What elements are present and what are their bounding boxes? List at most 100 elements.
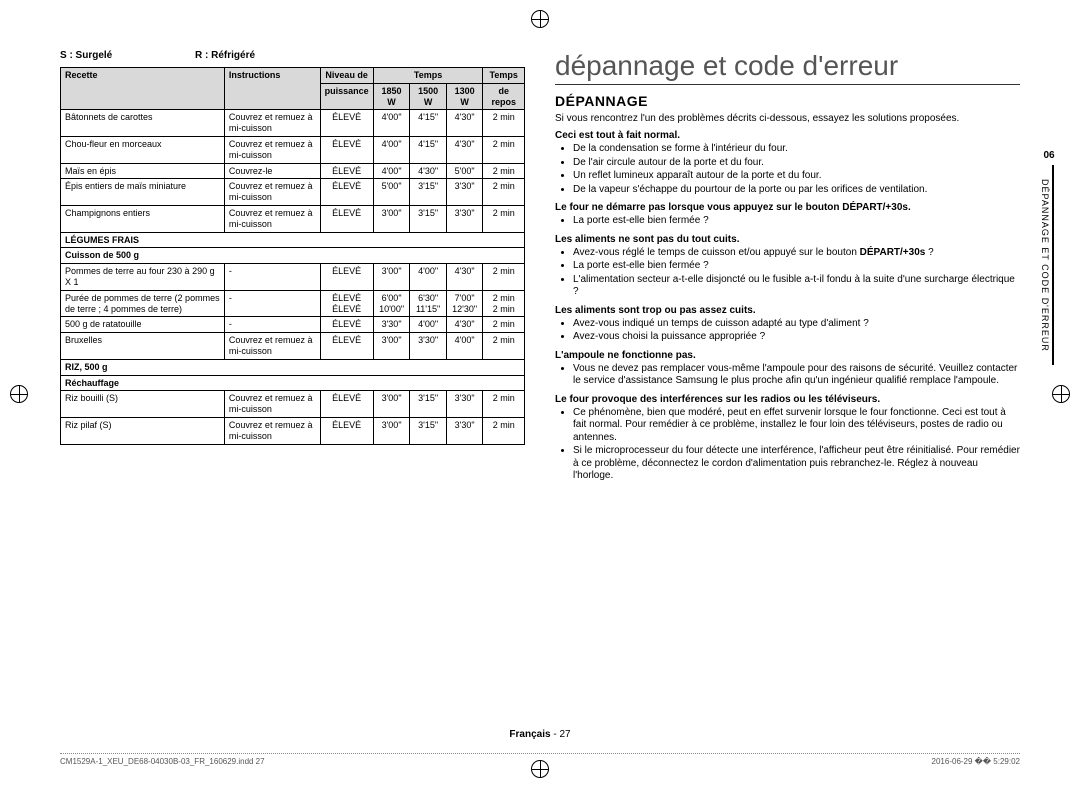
cell: ÉLEVÉ <box>320 163 373 179</box>
cell: 5'00" <box>446 163 483 179</box>
table-row: 500 g de ratatouille-ÉLEVÉ3'30"4'00"4'30… <box>61 317 525 333</box>
cell: 3'30" <box>446 391 483 418</box>
bullet-item: Si le microprocesseur du four détecte un… <box>573 445 1020 483</box>
topic-heading: Les aliments ne sont pas du tout cuits. <box>555 234 1020 245</box>
cell: 2 min <box>483 264 525 291</box>
cell: Couvrez et remuez à mi-cuisson <box>224 333 320 360</box>
table-row: Riz bouilli (S)Couvrez et remuez à mi-cu… <box>61 391 525 418</box>
cell: Couvrez et remuez à mi-cuisson <box>224 417 320 444</box>
bullet-list: Vous ne devez pas remplacer vous-même l'… <box>555 363 1020 388</box>
bullet-list: De la condensation se forme à l'intérieu… <box>555 143 1020 196</box>
side-tab: 06 DÉPANNAGE ET CODE D'ERREUR <box>1040 150 1058 365</box>
bullet-item: L'alimentation secteur a-t-elle disjonct… <box>573 274 1020 299</box>
cell: 2 min <box>483 417 525 444</box>
cell: 4'00" <box>446 333 483 360</box>
legend: S : Surgelé R : Réfrigéré <box>60 50 525 61</box>
table-row: Riz pilaf (S)Couvrez et remuez à mi-cuis… <box>61 417 525 444</box>
cell: 3'30" <box>446 417 483 444</box>
cell: 4'30" <box>446 317 483 333</box>
cell: 3'15" <box>410 417 446 444</box>
table-row: Épis entiers de maïs miniatureCouvrez et… <box>61 179 525 206</box>
section-heading: DÉPANNAGE <box>555 93 1020 109</box>
bullet-list: Avez-vous réglé le temps de cuisson et/o… <box>555 247 1020 299</box>
cell: Couvrez et remuez à mi-cuisson <box>224 110 320 137</box>
topic-heading: Le four ne démarre pas lorsque vous appu… <box>555 202 1020 213</box>
cell: 2 min <box>483 391 525 418</box>
cell: Maïs en épis <box>61 163 225 179</box>
print-meta: CM1529A-1_XEU_DE68-04030B-03_FR_160629.i… <box>60 753 1020 766</box>
col-1500w: 1500 W <box>410 83 446 110</box>
bullet-item: La porte est-elle bien fermée ? <box>573 260 1020 273</box>
cell: Couvrez et remuez à mi-cuisson <box>224 179 320 206</box>
cell: 2 min <box>483 179 525 206</box>
page: 06 DÉPANNAGE ET CODE D'ERREUR S : Surgel… <box>0 0 1080 788</box>
cell: 2 min <box>483 163 525 179</box>
bullet-item: Un reflet lumineux apparaît autour de la… <box>573 170 1020 183</box>
cell: 4'00" <box>373 110 410 137</box>
section-number: 06 <box>1040 150 1058 161</box>
left-column: S : Surgelé R : Réfrigéré Recette Instru… <box>60 50 525 690</box>
bullet-list: La porte est-elle bien fermée ? <box>555 215 1020 228</box>
cell: ÉLEVÉ <box>320 317 373 333</box>
cell: 3'15" <box>410 179 446 206</box>
bullet-item: Ce phénomène, bien que modéré, peut en e… <box>573 407 1020 445</box>
col-recette: Recette <box>61 68 225 110</box>
cell: 4'30" <box>446 110 483 137</box>
col-niveau-top: Niveau de <box>320 68 373 84</box>
cell: 3'00" <box>373 264 410 291</box>
footer-lang: Français <box>509 729 550 740</box>
cell: 2 min <box>483 317 525 333</box>
cell: ÉLEVÉÉLEVÉ <box>320 290 373 317</box>
bullet-item: La porte est-elle bien fermée ? <box>573 215 1020 228</box>
page-footer: Français - 27 <box>0 729 1080 740</box>
cell: - <box>224 317 320 333</box>
cell: ÉLEVÉ <box>320 333 373 360</box>
cell: - <box>224 264 320 291</box>
cell: ÉLEVÉ <box>320 205 373 232</box>
cell: 2 min <box>483 333 525 360</box>
col-instructions: Instructions <box>224 68 320 110</box>
table-row: Pommes de terre au four 230 à 290 g X 1-… <box>61 264 525 291</box>
cell: Couvrez et remuez à mi-cuisson <box>224 205 320 232</box>
cell: Riz bouilli (S) <box>61 391 225 418</box>
cell: 3'30" <box>446 205 483 232</box>
cell: 2 min <box>483 205 525 232</box>
registration-mark-icon <box>531 10 549 28</box>
right-column: dépannage et code d'erreur DÉPANNAGE Si … <box>555 50 1020 690</box>
cooking-table: Recette Instructions Niveau de Temps Tem… <box>60 67 525 445</box>
cell: Riz pilaf (S) <box>61 417 225 444</box>
table-row: Purée de pommes de terre (2 pommes de te… <box>61 290 525 317</box>
print-time: 2016-06-29 �� 5:29:02 <box>932 757 1020 766</box>
cell: 2 min <box>483 136 525 163</box>
table-row: BruxellesCouvrez et remuez à mi-cuissonÉ… <box>61 333 525 360</box>
page-title: dépannage et code d'erreur <box>555 50 1020 85</box>
print-file: CM1529A-1_XEU_DE68-04030B-03_FR_160629.i… <box>60 757 265 766</box>
cell: ÉLEVÉ <box>320 179 373 206</box>
bullet-list: Avez-vous indiqué un temps de cuisson ad… <box>555 318 1020 344</box>
cell: 3'00" <box>373 205 410 232</box>
cell: Couvrez et remuez à mi-cuisson <box>224 136 320 163</box>
cell: 2 min2 min <box>483 290 525 317</box>
cell: 6'00"10'00" <box>373 290 410 317</box>
cell: 500 g de ratatouille <box>61 317 225 333</box>
col-1850w: 1850 W <box>373 83 410 110</box>
cell: Couvrez et remuez à mi-cuisson <box>224 391 320 418</box>
cell: 2 min <box>483 110 525 137</box>
section-subheader: Réchauffage <box>61 375 525 391</box>
intro-text: Si vous rencontrez l'un des problèmes dé… <box>555 113 1020 124</box>
cell: ÉLEVÉ <box>320 417 373 444</box>
cell: 3'30" <box>446 179 483 206</box>
footer-page: 27 <box>559 729 570 740</box>
cell: ÉLEVÉ <box>320 264 373 291</box>
cell: 4'30" <box>410 163 446 179</box>
topic-heading: L'ampoule ne fonctionne pas. <box>555 350 1020 361</box>
bullet-item: Avez-vous indiqué un temps de cuisson ad… <box>573 318 1020 331</box>
bullet-item: De l'air circule autour de la porte et d… <box>573 157 1020 170</box>
bullet-item: Vous ne devez pas remplacer vous-même l'… <box>573 363 1020 388</box>
cell: 4'00" <box>373 136 410 163</box>
section-header: LÉGUMES FRAIS <box>61 232 525 248</box>
cell: 3'30" <box>410 333 446 360</box>
bullet-list: Ce phénomène, bien que modéré, peut en e… <box>555 407 1020 483</box>
cell: 4'00" <box>373 163 410 179</box>
bullet-item: Avez-vous choisi la puissance appropriée… <box>573 331 1020 344</box>
